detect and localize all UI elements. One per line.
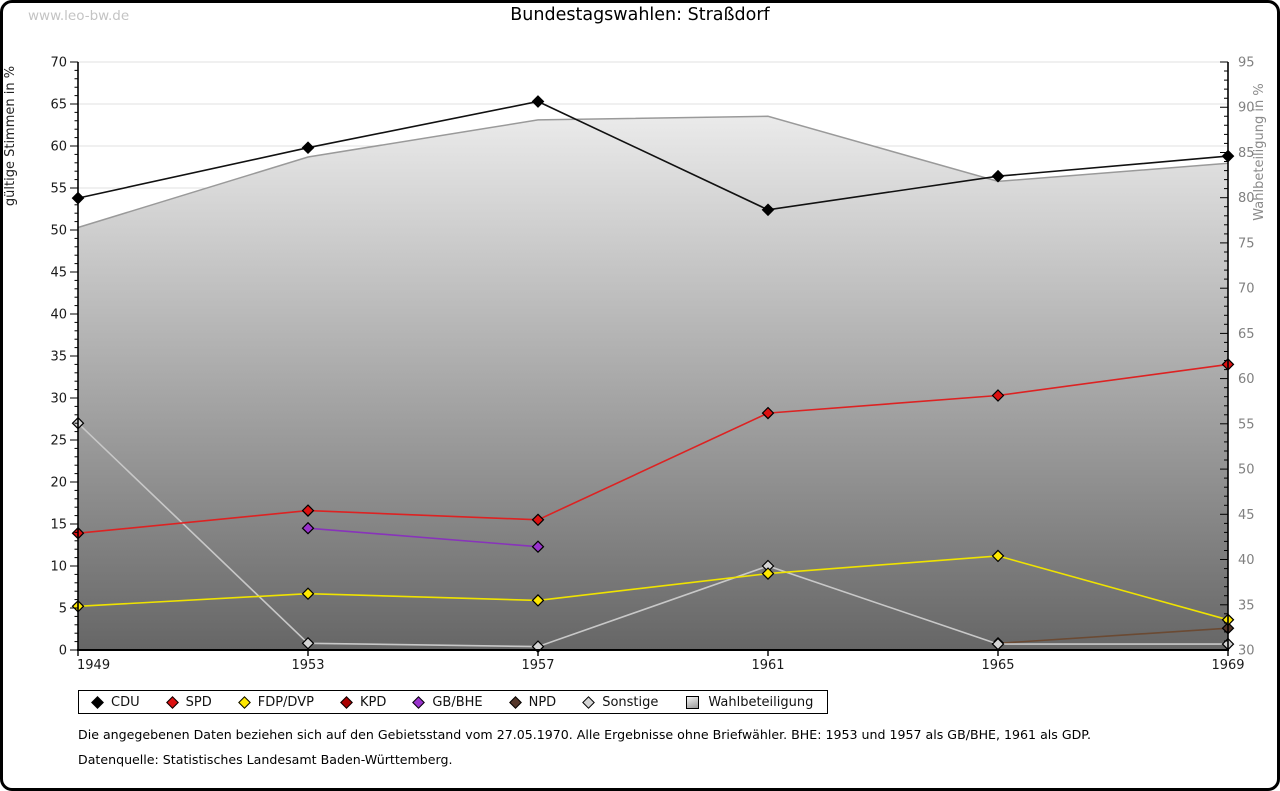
legend-item-wahlbeteiligung: Wahlbeteiligung (686, 695, 813, 710)
legend-diamond-marker (340, 695, 353, 709)
watermark-url: www.leo-bw.de (28, 8, 130, 24)
legend-label: GB/BHE (432, 694, 483, 710)
page-title: Bundestagswahlen: Straßdorf (510, 5, 770, 25)
svg-text:40: 40 (50, 308, 67, 323)
svg-text:30: 30 (1238, 644, 1255, 659)
legend-item-spd: SPD (165, 694, 212, 710)
legend-item-gb-bhe: GB/BHE (412, 694, 483, 710)
footnote-datenquelle: Datenquelle: Statistisches Landesamt Bad… (78, 752, 453, 767)
svg-text:75: 75 (1238, 236, 1255, 251)
svg-text:0: 0 (59, 644, 67, 659)
series-spd (71, 358, 1235, 540)
svg-text:65: 65 (50, 98, 67, 113)
legend-diamond-marker (508, 695, 522, 709)
series-fdp-dvp (71, 549, 1235, 627)
legend-label: KPD (359, 694, 387, 710)
svg-text:50: 50 (50, 224, 67, 239)
footnote-gebietsstand: Die angegebenen Daten beziehen sich auf … (78, 727, 1091, 742)
svg-text:65: 65 (1238, 327, 1255, 342)
svg-text:70: 70 (50, 56, 67, 71)
svg-text:80: 80 (1238, 191, 1255, 206)
svg-text:1953: 1953 (291, 658, 324, 673)
legend-item-npd: NPD (508, 694, 557, 710)
left-axis-title: gültige Stimmen in % (3, 66, 18, 206)
legend-diamond-marker (237, 695, 251, 709)
legend: CDU SPD FDP/DVP KPD GB/BHE NPD Sonstige Wahlbet… (78, 690, 829, 714)
legend-square-marker (686, 695, 700, 709)
legend-item-cdu: CDU (91, 694, 140, 710)
svg-text:55: 55 (1238, 417, 1255, 432)
svg-text:1965: 1965 (981, 658, 1014, 673)
svg-text:30: 30 (50, 392, 67, 407)
svg-text:1961: 1961 (751, 658, 784, 673)
svg-text:35: 35 (50, 350, 67, 365)
svg-text:1949: 1949 (77, 658, 110, 673)
legend-label: Wahlbeteiligung (708, 694, 814, 710)
legend-label: FDP/DVP (257, 694, 314, 710)
x-axis-labels: 1949 1953 1957 1961 1965 1969 (77, 658, 1245, 673)
svg-text:55: 55 (50, 182, 67, 197)
svg-text:5: 5 (59, 602, 67, 617)
svg-text:1969: 1969 (1211, 658, 1244, 673)
svg-text:45: 45 (50, 266, 67, 281)
series-sonstige (71, 416, 1235, 653)
svg-text:20: 20 (50, 476, 67, 491)
svg-text:90: 90 (1238, 101, 1255, 116)
legend-label: SPD (185, 694, 212, 710)
legend-label: Sonstige (602, 694, 659, 710)
election-chart: 0 5 10 15 20 25 30 35 40 45 50 55 60 65 70 30 35 40 45 50 55… (3, 56, 1267, 674)
svg-text:70: 70 (1238, 282, 1255, 297)
svg-text:95: 95 (1238, 56, 1255, 71)
svg-text:40: 40 (1238, 553, 1255, 568)
right-axis-title: Wahlbeteiligung in % (1252, 83, 1267, 220)
svg-text:25: 25 (50, 434, 67, 449)
legend-label: CDU (111, 694, 140, 710)
legend-item-sonstige: Sonstige (582, 694, 659, 710)
legend-diamond-marker (582, 695, 596, 709)
legend-label: NPD (528, 694, 557, 710)
svg-text:85: 85 (1238, 146, 1255, 161)
legend-diamond-marker (91, 695, 104, 709)
svg-text:60: 60 (50, 140, 67, 155)
svg-text:50: 50 (1238, 463, 1255, 478)
legend-item-kpd: KPD (340, 694, 387, 710)
right-axis-labels: 30 35 40 45 50 55 60 65 70 75 80 85 90 95 (1238, 56, 1255, 659)
svg-text:1957: 1957 (521, 658, 554, 673)
series-wahlbeteiligung (77, 115, 1229, 651)
svg-text:10: 10 (50, 560, 67, 575)
svg-text:15: 15 (50, 518, 67, 533)
legend-diamond-marker (412, 695, 426, 709)
svg-text:35: 35 (1238, 598, 1255, 613)
svg-text:60: 60 (1238, 372, 1255, 387)
legend-diamond-marker (165, 695, 179, 709)
svg-text:45: 45 (1238, 508, 1255, 523)
legend-item-fdp-dvp: FDP/DVP (237, 694, 314, 710)
series-gb-bhe (301, 521, 545, 554)
left-axis-labels: 0 5 10 15 20 25 30 35 40 45 50 55 60 65 70 (50, 56, 67, 659)
axes (70, 61, 1229, 656)
